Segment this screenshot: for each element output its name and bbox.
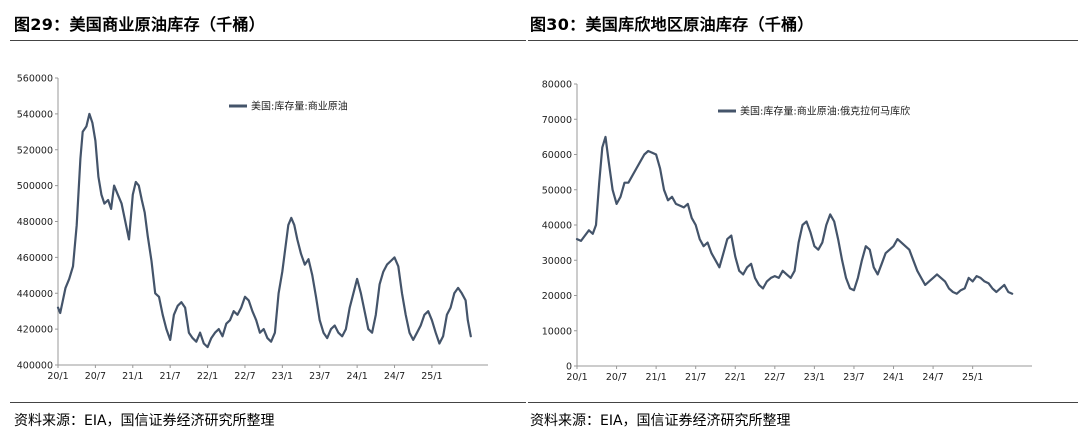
- chart-panel-commercial-crude: 图29：美国商业原油库存（千桶） 400000 420000 440000 46000…: [0, 0, 526, 436]
- x-tick-label: 22/1: [725, 372, 746, 383]
- figure-title: 图30：美国库欣地区原油库存（千桶）: [530, 15, 814, 34]
- legend-label: 美国:库存量:商业原油: [251, 100, 348, 113]
- y-tick-label: 20000: [542, 291, 572, 302]
- y-tick-label: 70000: [542, 115, 572, 126]
- legend-label: 美国:库存量:商业原油:俄克拉何马库欣: [740, 105, 910, 118]
- x-tick-label: 20/7: [606, 372, 627, 383]
- y-tick-label: 400000: [17, 361, 53, 372]
- x-tick-label: 21/1: [122, 371, 143, 382]
- x-tick-label: 20/1: [566, 372, 587, 383]
- y-tick-label: 80000: [542, 80, 572, 91]
- source-rule: [10, 402, 526, 403]
- x-tick-label: 25/1: [962, 372, 983, 383]
- y-tick-label: 500000: [17, 181, 53, 192]
- x-tick-label: 25/1: [421, 371, 442, 382]
- x-tick-label: 22/7: [234, 371, 255, 382]
- x-tick-label: 24/7: [922, 372, 943, 383]
- series-line: [575, 135, 1014, 295]
- source-rule: [528, 402, 1078, 403]
- x-tick-label: 21/7: [160, 371, 181, 382]
- y-tick-label: 460000: [17, 253, 53, 264]
- chart-panel-cushing-crude: 图30：美国库欣地区原油库存（千桶） 0 10000 20000 30000 40000…: [526, 0, 1080, 436]
- title-rule: [10, 40, 526, 41]
- y-tick-label: 40000: [542, 221, 572, 232]
- series-line: [56, 112, 472, 349]
- y-tick-label: 560000: [17, 74, 53, 85]
- x-tick-label: 23/7: [843, 372, 864, 383]
- y-tick-label: 440000: [17, 289, 53, 300]
- x-tick-label: 24/1: [346, 371, 367, 382]
- x-tick-label: 20/7: [85, 371, 106, 382]
- x-tick-label: 23/1: [272, 371, 293, 382]
- y-tick-label: 60000: [542, 150, 572, 161]
- y-tick-label: 520000: [17, 145, 53, 156]
- x-tick-label: 24/1: [883, 372, 904, 383]
- x-tick-label: 23/1: [804, 372, 825, 383]
- y-tick-label: 540000: [17, 109, 53, 120]
- x-tick-label: 20/1: [47, 371, 68, 382]
- x-tick-label: 24/7: [384, 371, 405, 382]
- x-tick-label: 22/7: [764, 372, 785, 383]
- y-tick-label: 30000: [542, 256, 572, 267]
- y-tick-label: 420000: [17, 325, 53, 336]
- x-tick-label: 23/7: [309, 371, 330, 382]
- figure-title: 图29：美国商业原油库存（千桶）: [14, 15, 266, 34]
- x-tick-label: 21/7: [685, 372, 706, 383]
- y-tick-label: 480000: [17, 217, 53, 228]
- line-chart-cushing-crude: 0 10000 20000 30000 40000 50000 60000 70000 8000…: [542, 80, 1032, 383]
- x-tick-label: 22/1: [197, 371, 218, 382]
- line-chart-commercial-crude: 400000 420000 440000 460000 480000 500000 5200…: [17, 74, 488, 382]
- title-rule: [528, 40, 1078, 41]
- y-tick-label: 10000: [542, 326, 572, 337]
- x-tick-label: 21/1: [645, 372, 666, 383]
- source-note: 资料来源：EIA，国信证券经济研究所整理: [14, 413, 275, 429]
- y-tick-label: 0: [566, 362, 572, 373]
- source-note: 资料来源：EIA，国信证券经济研究所整理: [530, 413, 791, 429]
- y-tick-label: 50000: [542, 185, 572, 196]
